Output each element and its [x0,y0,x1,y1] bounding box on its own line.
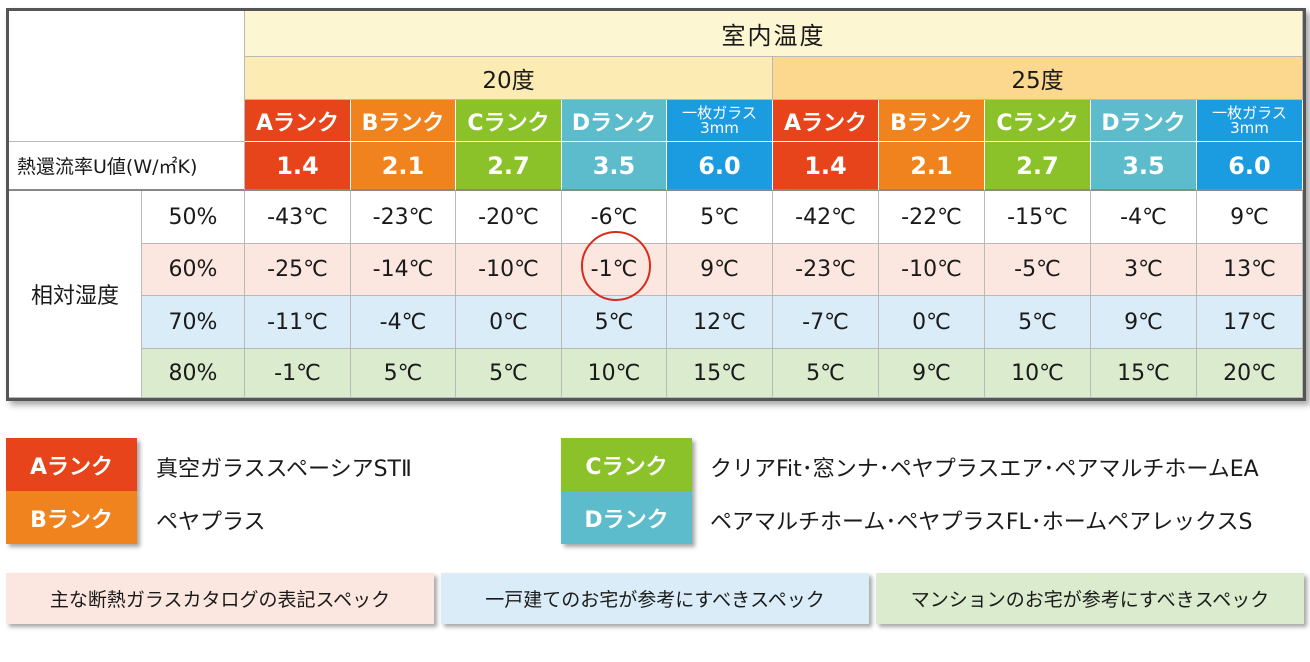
table-cell: 13℃ [1197,244,1303,296]
highlight-circle [581,231,651,301]
rank-header-5: Aランク [773,100,879,142]
legend-b-badge: Bランク [6,491,137,544]
u-value-8: 3.5 [1091,142,1197,191]
u-value-0: 1.4 [245,142,351,191]
u-value-4: 6.0 [667,142,773,191]
legend-d-badge: Dランク [561,491,692,544]
u-value-label: 熱還流率U値(W/㎡K) [9,142,245,191]
table-cell: -23℃ [351,191,456,244]
u-value-6: 2.1 [879,142,985,191]
legend-b-text: ペヤプラス [156,510,266,535]
table-cell: 3℃ [1091,244,1197,296]
rank-header-0: Aランク [245,100,351,142]
rank-header-1: Bランク [351,100,456,142]
note-house-spec: 一戸建てのお宅が参考にすべきスペック [441,573,869,624]
table-cell: -25℃ [245,244,351,296]
table-cell: -5℃ [985,244,1091,296]
legend-d-text: ペアマルチホーム･ペヤプラスFL･ホームペアレックスS [710,510,1253,535]
humidity-3: 80% [142,349,245,398]
table-cell: -43℃ [245,191,351,244]
table-cell: -42℃ [773,191,879,244]
table-cell: 5℃ [773,349,879,398]
table-cell: -6℃ [562,191,667,244]
table-cell: 20℃ [1197,349,1303,398]
table-cell: -10℃ [879,244,985,296]
table-cell: 15℃ [1091,349,1197,398]
table-cell: 0℃ [456,296,562,349]
table-cell: 5℃ [985,296,1091,349]
legend-c-badge: Cランク [561,438,692,491]
u-value-9: 6.0 [1197,142,1303,191]
table-cell: -4℃ [351,296,456,349]
table-cell: -10℃ [456,244,562,296]
rank-header-8: Dランク [1091,100,1197,142]
single-glass-label-line-0: 一枚ガラス [682,103,757,122]
table-cell: 15℃ [667,349,773,398]
rank-header-4: 一枚ガラス 3mm [667,100,773,142]
table-cell: 9℃ [879,349,985,398]
humidity-0: 50% [142,191,245,244]
table-cell: 5℃ [351,349,456,398]
table-cell: 10℃ [562,349,667,398]
single-glass-label-line-1: 3mm [700,118,739,137]
legend-a-text: 真空ガラススペーシアSTⅡ [156,457,412,482]
table-cell: 9℃ [1197,191,1303,244]
table-cell: -22℃ [879,191,985,244]
note-condo-spec: マンションのお宅が参考にすべきスペック [876,573,1304,624]
rank-header-6: Bランク [879,100,985,142]
rank-header-3: Dランク [562,100,667,142]
table-cell: -15℃ [985,191,1091,244]
note-catalog-spec: 主な断熱ガラスカタログの表記スペック [6,573,434,624]
rank-header-2: Cランク [456,100,562,142]
table-cell: -23℃ [773,244,879,296]
u-value-2: 2.7 [456,142,562,191]
room-temperature-header: 室内温度 [245,11,1303,57]
table-cell: -7℃ [773,296,879,349]
table-cell: 5℃ [562,296,667,349]
table-cell: -11℃ [245,296,351,349]
spec-table: 室内温度 20度 25度 Aランク Bランク Cランク Dランク 一枚ガラス 3mm Aラン… [6,8,1306,401]
table-cell: 5℃ [667,191,773,244]
temp-20-header: 20度 [245,57,773,100]
humidity-2: 70% [142,296,245,349]
table-cell: 0℃ [879,296,985,349]
relative-humidity-label: 相対湿度 [9,191,142,398]
single-glass-label-line-1: 3mm [1230,118,1269,137]
table-cell: 10℃ [985,349,1091,398]
legend-c-text: クリアFit･窓ンナ･ペヤプラスエア･ペアマルチホームEA [710,457,1259,482]
table-cell: -20℃ [456,191,562,244]
table-cell: 17℃ [1197,296,1303,349]
table-cell: -4℃ [1091,191,1197,244]
u-value-1: 2.1 [351,142,456,191]
u-value-5: 1.4 [773,142,879,191]
table-cell: 9℃ [667,244,773,296]
table-cell: -14℃ [351,244,456,296]
rank-header-9: 一枚ガラス 3mm [1197,100,1303,142]
temp-25-header: 25度 [773,57,1303,100]
table-cell: -1℃ [245,349,351,398]
table-cell: 12℃ [667,296,773,349]
legend-a-badge: Aランク [6,438,137,491]
rank-header-7: Cランク [985,100,1091,142]
table-cell: 9℃ [1091,296,1197,349]
corner-cell [9,11,245,142]
table-cell: 5℃ [456,349,562,398]
u-value-3: 3.5 [562,142,667,191]
u-value-7: 2.7 [985,142,1091,191]
single-glass-label-line-0: 一枚ガラス [1212,103,1287,122]
humidity-1: 60% [142,244,245,296]
